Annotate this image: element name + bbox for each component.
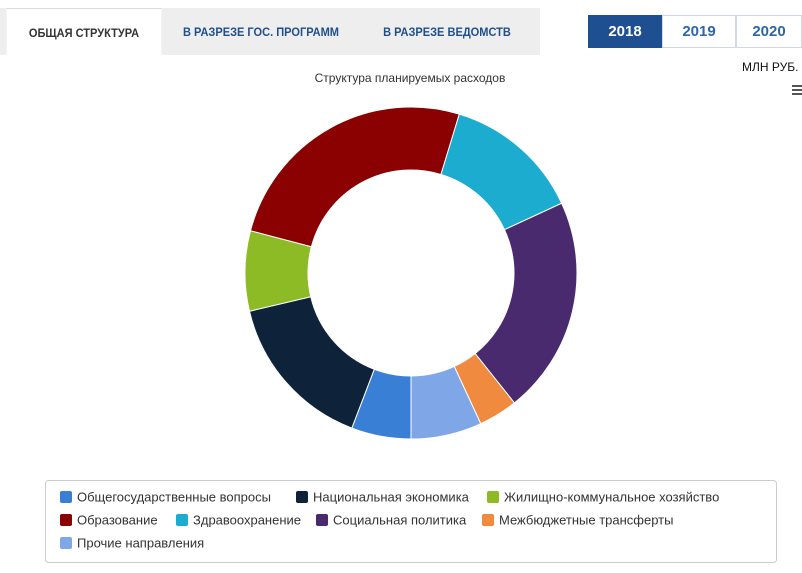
legend-swatch <box>487 491 499 503</box>
legend-box <box>45 480 777 563</box>
legend-swatch <box>482 514 494 526</box>
year-selector: 2018 2019 2020 <box>588 15 802 48</box>
legend-label: Национальная экономика <box>313 489 470 504</box>
slice <box>249 106 460 248</box>
year-button[interactable]: 2019 <box>662 15 736 48</box>
legend-label: Общегосударственные вопросы <box>77 489 271 504</box>
slice <box>410 365 482 440</box>
legend-label: Образование <box>77 512 158 527</box>
chart-title: Структура планируемых расходов <box>315 71 506 85</box>
legend-swatch <box>60 537 72 549</box>
legend-label: Здравоохранение <box>193 512 301 527</box>
legend-label: Жилищно-коммунальное хозяйство <box>504 489 719 504</box>
year-button[interactable]: 2020 <box>736 15 802 48</box>
tab[interactable]: В РАЗРЕЗЕ ГОС. ПРОГРАММ <box>183 24 339 39</box>
legend-swatch <box>176 514 188 526</box>
slice <box>248 296 375 429</box>
menu-icon[interactable] <box>792 85 802 95</box>
legend-swatch <box>296 491 308 503</box>
tab[interactable]: В РАЗРЕЗЕ ВЕДОМСТВ <box>383 24 511 39</box>
tab[interactable]: ОБЩАЯ СТРУКТУРА <box>6 8 162 56</box>
unit-label: МЛН РУБ. <box>742 60 799 74</box>
legend-label: Социальная политика <box>333 512 467 527</box>
legend-label: Прочие направления <box>77 535 204 550</box>
legend-swatch <box>60 514 72 526</box>
year-button[interactable]: 2018 <box>588 15 662 48</box>
tab-bar: ОБЩАЯ СТРУКТУРА В РАЗРЕЗЕ ГОС. ПРОГРАММ В … <box>0 8 540 56</box>
legend-swatch <box>60 491 72 503</box>
legend-swatch <box>316 514 328 526</box>
legend-label: Межбюджетные трансферты <box>499 512 673 527</box>
